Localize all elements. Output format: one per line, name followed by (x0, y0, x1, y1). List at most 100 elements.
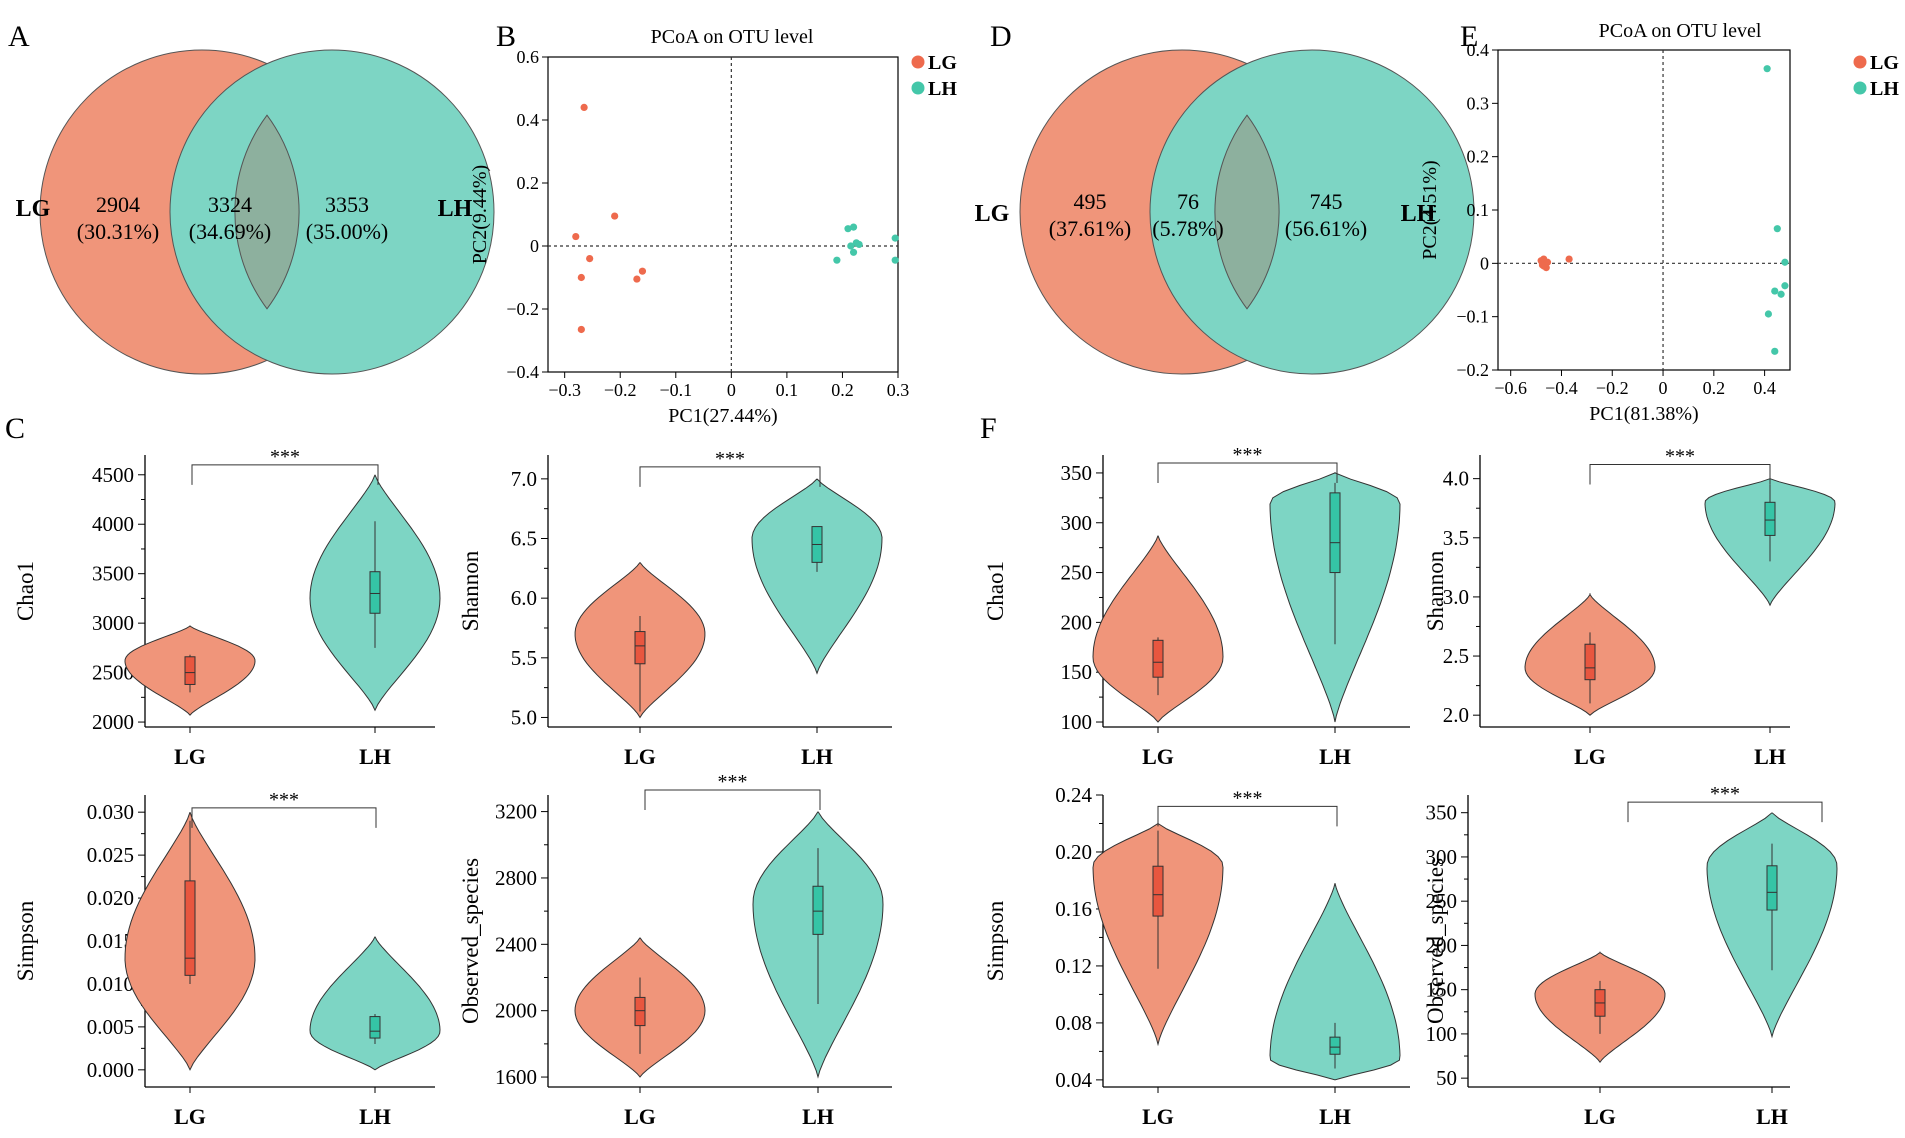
scatter-point-lg (578, 326, 585, 333)
x-tick-label: 0 (727, 380, 736, 400)
y-tick-label: 3000 (92, 611, 134, 635)
y-tick-label: 0 (530, 236, 539, 256)
scatter-point-lg (586, 255, 593, 262)
venn-d-right-value: 745 (1310, 189, 1343, 214)
venn-a-left-label: LG (16, 196, 51, 222)
x-tick-label: LG (1142, 744, 1174, 769)
venn-a-mid-value: 3324 (208, 192, 252, 217)
x-tick-label: −0.1 (659, 380, 692, 400)
y-tick-label: 0.04 (1055, 1068, 1092, 1092)
scatter-point-lh (1781, 259, 1788, 266)
y-tick-label: 0.24 (1055, 783, 1092, 807)
venn-a-mid-pct: (34.69%) (189, 219, 271, 244)
venn-a-left-value: 2904 (96, 192, 140, 217)
x-axis-label: PC1(27.44%) (668, 405, 777, 427)
y-axis-label: Simpson (983, 900, 1008, 981)
significance-label: *** (1233, 787, 1263, 809)
pcoa-panel-b: B PCoA on OTU level −0.3 −0.2 −0.1 0 0.1 0.2 0.3… (469, 20, 957, 427)
y-tick-label: 0.010 (87, 972, 134, 996)
significance-label: *** (1233, 444, 1263, 466)
box-lg (1585, 644, 1595, 679)
plot-frame (1498, 50, 1790, 370)
pcoa-title: PCoA on OTU level (651, 26, 814, 48)
y-axis-label: PC2(4.51%) (1419, 160, 1441, 259)
y-tick-label: 200 (1061, 610, 1093, 634)
scatter-point-lh (1764, 65, 1771, 72)
venn-d-left-value: 495 (1074, 189, 1107, 214)
y-tick-label: 2000 (92, 710, 134, 734)
y-axis-label: Observed_species (458, 858, 483, 1024)
violin-lh (310, 937, 440, 1070)
venn-a-right-value: 3353 (325, 192, 369, 217)
pcoa-panel-e: E PCoA on OTU level−0.6 −0.4 −0.2 0 0.2 0.4−0.… (1419, 20, 1899, 425)
y-tick-label: 2800 (495, 866, 537, 890)
violin-lh (752, 479, 882, 673)
x-tick-label: LH (1754, 744, 1786, 769)
y-tick-label: 250 (1061, 561, 1093, 585)
y-axis-label: PC2(9.44%) (469, 165, 491, 264)
y-tick-label: 0.2 (517, 173, 540, 193)
violin-panel-f3: 0.04 0.08 0.12 0.16 0.20 0.24 Simpson LG LH *** (983, 783, 1410, 1129)
venn-a-right-pct: (35.00%) (306, 219, 388, 244)
y-tick-label: 2400 (495, 932, 537, 956)
significance-label: *** (270, 446, 300, 468)
y-tick-label: 100 (1061, 710, 1093, 734)
venn-a: A LG LH 2904 (30.31%) 3324 (34.69%) 3353… (8, 20, 494, 374)
scatter-point-lh (856, 241, 863, 248)
y-tick-label: 1600 (495, 1065, 537, 1089)
venn-d-left-label: LG (975, 201, 1010, 227)
significance-label: *** (1665, 445, 1695, 467)
x-tick-label: LG (624, 744, 656, 769)
legend-label-lg: LG (1870, 52, 1899, 74)
violin-panel-c4: 16002000240028003200Observed_speciesLG LH… (458, 771, 892, 1129)
box-lg (635, 632, 645, 664)
scatter-point-lg (581, 104, 588, 111)
y-tick-label: 0.030 (87, 800, 134, 824)
x-tick-label: LH (359, 744, 391, 769)
box-lh (1330, 1037, 1340, 1054)
y-tick-label: 5.5 (511, 646, 537, 670)
venn-d-left-pct: (37.61%) (1049, 216, 1131, 241)
x-tick-label: LH (1319, 744, 1351, 769)
scatter-point-lh (847, 242, 854, 249)
y-axis-label: Simpson (13, 900, 38, 981)
y-tick-label: −0.4 (506, 362, 539, 382)
x-tick-label: LG (174, 744, 206, 769)
y-axis-label: Shannon (458, 550, 483, 631)
y-tick-label: −0.1 (1456, 307, 1489, 327)
y-axis-label: Observed_species (1423, 858, 1448, 1024)
venn-a-right-label: LH (438, 196, 473, 222)
scatter-point-lg (572, 233, 579, 240)
scatter-point-lh (1765, 310, 1772, 317)
scatter-point-lh (833, 257, 840, 264)
x-tick-label: LG (1574, 744, 1606, 769)
y-tick-label: 150 (1061, 660, 1093, 684)
scatter-point-lg (611, 212, 618, 219)
scatter-point-lh (1774, 225, 1781, 232)
legend-marker-lh (1854, 82, 1867, 95)
scatter-point-lg (578, 274, 585, 281)
figure-canvas: A LG LH 2904 (30.31%) 3324 (34.69%) 3353… (0, 0, 1905, 1138)
x-tick-label: 0.4 (1753, 378, 1776, 398)
y-tick-label: 5.0 (511, 705, 537, 729)
legend-label-lg: LG (928, 52, 957, 74)
violin-panel-f4: 50 100 150 200 250 300 350 Observed_species LG LH… (1423, 783, 1837, 1129)
box-lh (370, 1017, 380, 1038)
scatter-point-lg (1539, 261, 1546, 268)
x-tick-label: LG (174, 1104, 206, 1129)
pcoa-title: PCoA on OTU level (1599, 20, 1762, 42)
y-tick-label: 0.20 (1055, 840, 1092, 864)
y-tick-label: 2.5 (1443, 644, 1469, 668)
y-tick-label: −0.2 (1456, 360, 1489, 380)
x-tick-label: 0.2 (1703, 378, 1726, 398)
y-tick-label: −0.2 (506, 299, 539, 319)
x-tick-label: LH (802, 1104, 834, 1129)
y-tick-label: 6.5 (511, 527, 537, 551)
y-tick-label: 0.12 (1055, 954, 1092, 978)
y-tick-label: 300 (1061, 511, 1093, 535)
y-tick-label: 0.000 (87, 1058, 134, 1082)
violin-panel-c2: 5.05.56.06.57.0ShannonLG LH*** (458, 448, 892, 769)
y-axis-label: Shannon (1423, 550, 1448, 631)
scatter-point-lh (850, 249, 857, 256)
